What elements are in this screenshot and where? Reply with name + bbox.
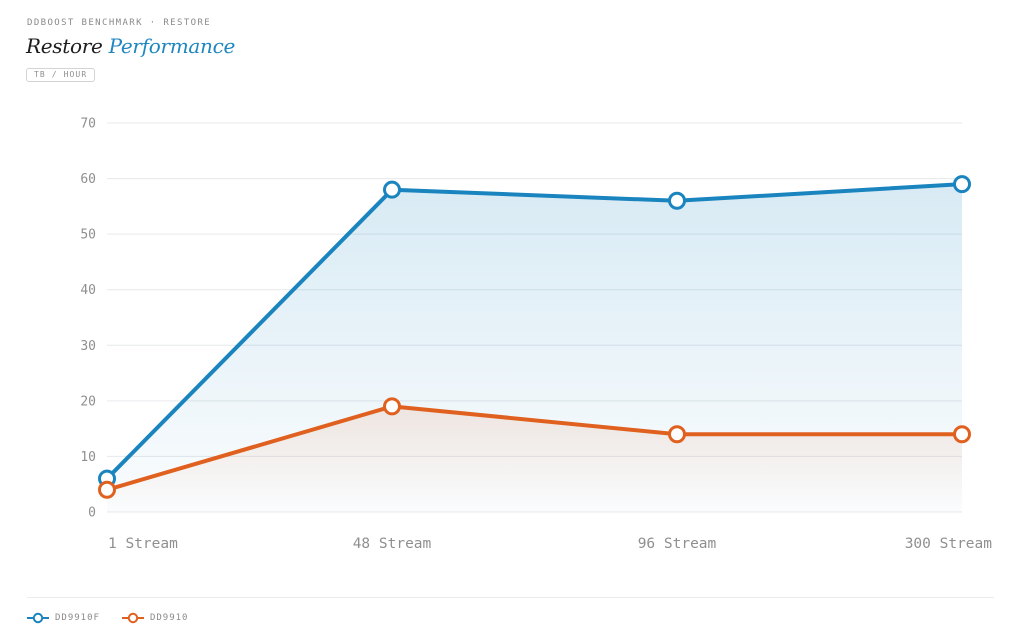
y-tick-label: 20	[80, 394, 96, 409]
data-point-dd9910	[953, 425, 971, 444]
legend-item-dd9910[interactable]: DD9910	[121, 612, 189, 624]
y-tick-label: 0	[88, 506, 96, 521]
series-area-dd9910	[107, 406, 962, 512]
y-tick-label: 70	[80, 117, 96, 132]
data-point-dd9910f	[383, 180, 401, 199]
legend-line-marker-icon	[121, 612, 144, 624]
y-tick-label: 30	[80, 339, 96, 354]
legend: DD9910F DD9910	[27, 612, 210, 624]
legend-item-dd9910f[interactable]: DD9910F	[27, 612, 100, 624]
data-point-dd9910f	[953, 175, 971, 194]
x-tick-label: 300 Stream	[905, 536, 993, 552]
series-line-dd9910	[105, 404, 964, 492]
chart-title: Restore Performance	[26, 34, 235, 58]
x-tick-label: 48 Stream	[353, 536, 432, 552]
y-tick-label: 60	[80, 172, 96, 187]
y-tick-label: 40	[80, 283, 96, 298]
chart-eyebrow: DDBOOST BENCHMARK · RESTORE	[27, 18, 212, 28]
data-point-dd9910	[383, 397, 401, 416]
y-tick-label: 10	[80, 450, 96, 465]
legend-label-dd9910: DD9910	[149, 613, 189, 623]
label-layer: 0 10 20 30 40 50 60 70 1 Stream 48 Stream 96 Strea…	[80, 117, 992, 553]
unit-badge: TB / HOUR	[26, 68, 96, 82]
data-point-dd9910	[668, 425, 686, 444]
legend-line-marker-icon	[27, 612, 49, 624]
chart-title-accent: Performance	[108, 34, 236, 58]
chart-title-main: Restore	[26, 34, 103, 58]
legend-label-dd9910f: DD9910F	[55, 613, 100, 623]
series-line-dd9910f	[105, 182, 964, 481]
area-layer	[107, 184, 962, 512]
x-tick-label: 96 Stream	[638, 536, 717, 552]
line-chart: 0 10 20 30 40 50 60 70 1 Stream 48 Stream 96 Strea…	[80, 117, 992, 553]
y-tick-label: 50	[80, 228, 96, 243]
point-layer	[98, 175, 971, 499]
line-layer	[105, 182, 964, 492]
data-point-dd9910	[98, 480, 116, 499]
x-tick-label: 1 Stream	[108, 536, 178, 552]
data-point-dd9910f	[668, 191, 686, 210]
legend-divider	[27, 597, 994, 598]
